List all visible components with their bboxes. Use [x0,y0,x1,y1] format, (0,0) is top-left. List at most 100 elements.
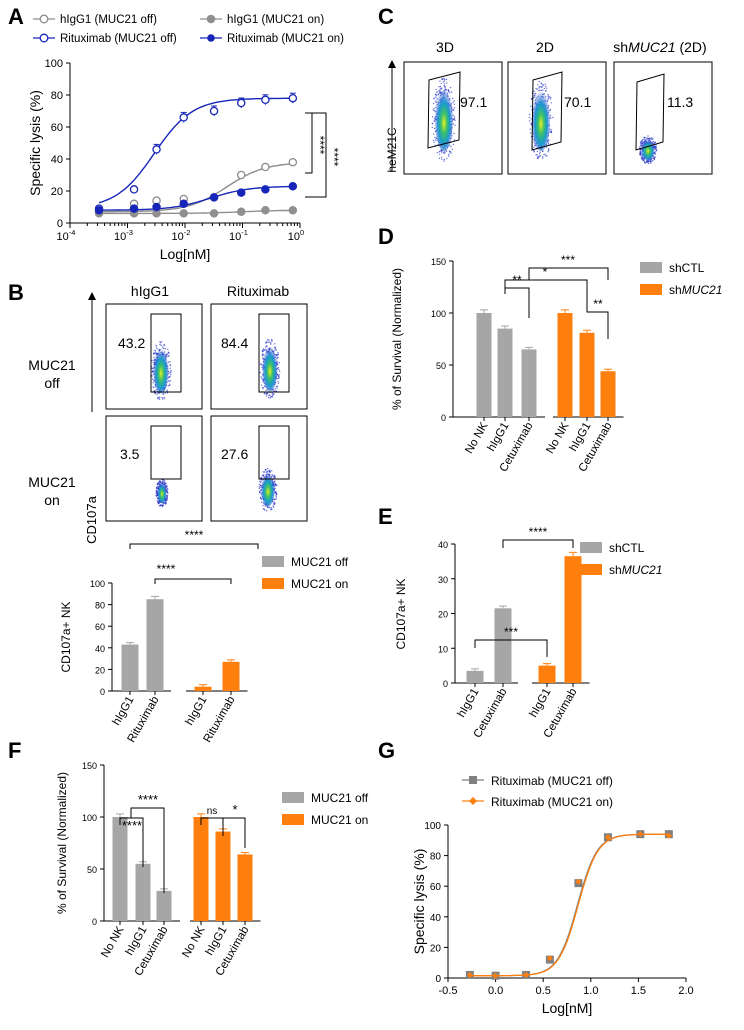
legend-label-d-2: shMUC21 [669,283,722,297]
flow-c-2-dot [538,90,540,92]
flow-c-1-dot [433,97,435,100]
flow-b-4-dot [266,467,269,470]
flow-b-4-dot [268,506,271,509]
flow-c-2-dot [547,95,550,97]
flow-b-1-dot [163,343,165,346]
x-tick-label-g: 2.0 [678,985,693,997]
bar-e [538,665,556,683]
flow-c-1-dot [441,158,443,160]
legend-swatch-e-1 [580,542,602,553]
data-point-g [604,834,611,841]
flow-b-4-dot [268,470,271,472]
flow-c-3-dot [647,162,650,165]
y-tick-label-a: 60 [51,122,63,134]
panel-letter-f: F [8,738,21,763]
flow-c-2-dot [542,157,544,159]
legend-swatch-f-2 [282,814,304,825]
flow-b-2-dot [269,394,271,396]
flow-b-2-dot [261,353,264,355]
flow-b-4-dot [266,470,268,473]
flow-b-2-dot [276,356,279,359]
flow-c-3-dot [655,148,657,150]
data-point-a [261,95,270,105]
flow-c-1-dot [444,86,446,88]
flow-b-2-dot [269,397,271,399]
bar-f [193,817,209,921]
flow-c-2-dot [538,85,541,88]
flow-b-4-dot [260,501,263,503]
flow-c-2-dot [540,83,542,85]
flow-c-1-dot [449,150,451,153]
data-point-a [179,199,188,209]
data-point-g [665,832,672,839]
flow-c-1-dot [445,150,448,152]
flow-b-1-dot [152,361,154,364]
bar-d [497,328,513,417]
flow-c-1-dot [441,87,443,89]
data-point-a [94,205,104,215]
flow-c-2-dot [545,85,547,88]
flow-c-1-dot [439,90,441,92]
significance-e: *** **** [474,525,574,657]
flow-b-1-dot [168,376,170,378]
flow-b-2-dot [276,385,279,387]
legend-e: shCTL shMUC21 [580,541,662,577]
flow-b-4-dot [272,506,275,508]
bar-f [135,863,151,921]
flow-b-2-dot [270,342,272,344]
flow-b-1-dot [167,348,169,350]
flow-b-2-dot [278,361,280,364]
flow-b-4-dot [272,505,274,507]
x-tick-label-a: 10-2 [172,228,191,243]
flow-c-2-dot [530,122,533,124]
flow-b-2-dot [274,343,276,345]
flow-c-1-dot [452,101,454,104]
data-point-a [179,113,188,122]
legend-label-f-2: MUC21 on [311,813,368,827]
flow-b-1-dot [169,372,171,374]
flow-c-1-dot [448,153,450,156]
flow-b-1-dot [167,355,169,358]
flow-b-1-frame [105,303,203,410]
flow-b-4-dot [273,503,276,506]
flow-c-3-dot [639,149,642,151]
flow-b-4-dot [274,483,277,485]
y-axis-label-d: % of Survival (Normalized) [390,268,404,410]
flow-b-1-dot [163,398,165,400]
flow-b-1-dot [158,398,161,400]
flow-b-2-dot [273,390,275,392]
flow-c-2-dot [538,80,540,83]
flow-c-2-dot [550,98,552,100]
flow-b-4-dot [259,480,261,483]
data-point-a [209,209,219,218]
flow-c-3-dot [639,146,641,148]
x-tick-label-bbar: hIgG1 [111,695,137,728]
flow-b-2-dot [265,342,267,344]
flow-b-2-dot [277,377,279,380]
y-tick-label-bbar: 100 [90,579,105,589]
x-tick-label-f: No NK [180,924,207,960]
flow-b-2-dot [275,349,278,351]
flow-b-3-dot [166,498,168,500]
flow-c-2-dot [549,110,551,112]
flow-b-3-density [157,482,167,504]
flow-b-col-header-1: hIgG1 [131,283,169,299]
flow-c-3-dot [648,137,651,140]
flow-b-1-dot [152,367,154,370]
flow-b-1-dot [154,352,156,354]
y-tick-label-a: 80 [51,90,63,102]
flow-c-1-dot [440,82,442,85]
flow-c-3-dot [654,153,657,155]
flow-c-2-dot [539,154,541,157]
flow-c-3-dot [655,146,657,148]
sig-bracket-b-1 [154,578,232,584]
flow-c-2-dot [546,87,548,89]
flow-c-2-dot [530,98,533,100]
flow-b-3-dot [165,500,167,502]
flow-c-1-dot [443,78,446,81]
data-point-a [288,181,298,191]
data-point-g [575,878,582,885]
flow-c-3-dot [643,160,645,163]
flow-b-3-dot [164,503,167,505]
flow-c-3-dot [651,160,653,163]
